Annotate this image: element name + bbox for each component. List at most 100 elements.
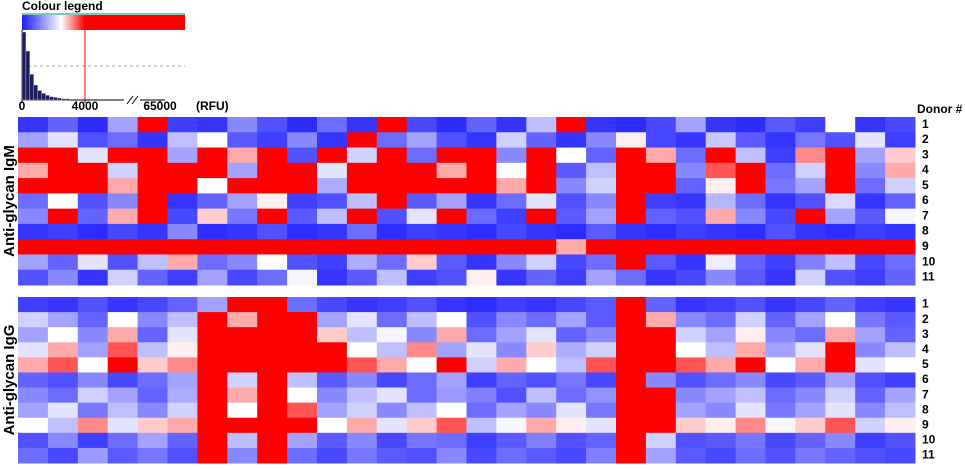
heat-cell [376,342,408,358]
heat-cell [257,327,288,343]
heat-cell [18,162,49,179]
panel-label: Anti-glycan IgM [1,145,18,257]
heat-cell [705,447,737,464]
heat-cell [795,327,826,343]
heat-cell [47,239,79,255]
heat-cell [47,162,79,179]
heat-cell [526,208,557,225]
heat-cell [616,178,647,194]
heat-cell [376,193,408,210]
heat-cell [167,417,198,434]
heat-cell [616,372,647,389]
heat-cell [616,254,647,271]
row-label: 6 [922,193,929,207]
heat-cell [197,178,228,194]
heat-cell [436,178,467,194]
heat-cell [526,239,557,255]
heat-cell [645,269,677,286]
heat-cell [167,223,198,240]
heat-cell [346,162,378,179]
heat-cell [47,312,79,328]
heat-cell [795,432,826,449]
heat-cell [257,254,288,271]
heat-cell [406,147,438,164]
heat-cell [556,254,587,271]
heat-cell [645,239,677,255]
heat-cell [705,357,737,373]
heat-cell [825,357,856,373]
heat-cell [77,193,109,210]
heat-cell [825,208,856,225]
heat-cell [317,447,348,464]
heat-cell [107,162,139,179]
heat-cell [436,269,467,286]
heat-cell [406,387,438,404]
heat-cell [556,193,587,210]
heat-cell [346,254,378,271]
heat-cell [795,193,826,210]
heat-cell [496,372,527,389]
heat-cell [526,223,557,240]
heat-cell [436,342,467,358]
heat-cell [675,432,707,449]
heat-cell [436,447,467,464]
heat-cell [197,387,228,404]
heat-cell [765,357,796,373]
heat-cell [616,147,647,164]
heat-cell [376,178,408,194]
heat-cell [496,342,527,358]
heat-cell [317,162,348,179]
heat-cell [675,223,707,240]
heat-cell [645,327,677,343]
heat-cell [556,372,587,389]
heat-cell [526,178,557,194]
heat-cell [197,432,228,449]
heat-cell [616,239,647,255]
heat-cell [376,402,408,419]
row-label: 8 [922,224,929,238]
heat-cell [77,208,109,225]
heat-cell [885,208,916,225]
heat-cell [466,223,497,240]
x-axis-label: (RFU) [196,99,229,113]
heat-cell [197,162,228,179]
heat-cell [257,402,288,419]
heat-cell [825,117,856,133]
heat-cell [735,132,766,149]
heat-cell [735,447,766,464]
heat-cell [77,372,109,389]
heat-cell [586,327,617,343]
heat-cell [616,417,647,434]
heat-cell [645,147,677,164]
heat-cell [556,297,587,313]
heat-cell [556,342,587,358]
heat-cell [18,117,49,133]
heat-cell [77,239,109,255]
heat-cell [18,132,49,149]
heat-cell [107,223,139,240]
heat-cell [406,208,438,225]
heat-cell [885,402,916,419]
heat-cell [675,342,707,358]
heat-cell [765,269,796,286]
heat-cell [227,239,258,255]
heat-cell [795,297,826,313]
heat-cell [855,297,886,313]
heat-cell [496,147,527,164]
heat-cell [317,178,348,194]
heat-cell [137,162,168,179]
heat-cell [705,223,737,240]
heat-cell [167,327,198,343]
heat-cell [197,372,228,389]
heat-cell [855,402,886,419]
heat-cell [47,117,79,133]
heat-cell [645,432,677,449]
heat-cell [645,402,677,419]
heat-cell [526,254,557,271]
heat-cell [346,312,378,328]
heat-cell [287,372,318,389]
heat-cell [795,387,826,404]
row-label: 11 [922,270,935,284]
heat-cell [346,297,378,313]
heat-cell [227,223,258,240]
